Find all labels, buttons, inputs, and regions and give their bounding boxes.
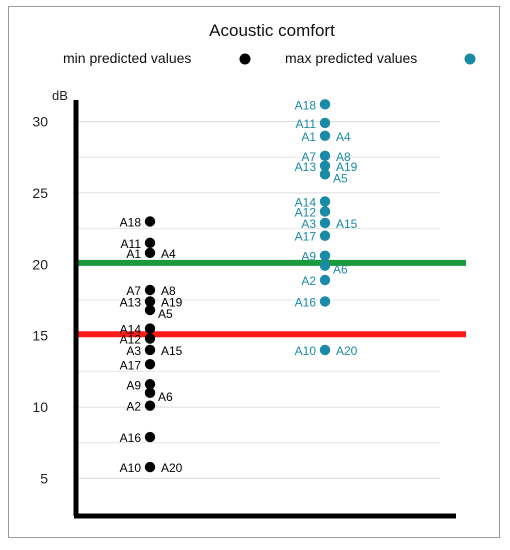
point-label: A17 xyxy=(295,230,317,244)
data-point xyxy=(144,387,156,399)
point-label: A2 xyxy=(126,400,141,414)
point-label: A20 xyxy=(336,344,358,358)
data-point xyxy=(319,230,331,241)
point-label: A4 xyxy=(336,130,351,144)
point-label: A6 xyxy=(158,390,173,404)
point-label: A6 xyxy=(333,263,348,277)
point-label: A9 xyxy=(301,250,316,264)
legend-marker-min xyxy=(239,53,251,65)
point-label: A18 xyxy=(120,215,142,229)
point-label: A7 xyxy=(301,150,316,164)
data-point xyxy=(144,237,156,249)
legend-label-max: max predicted values xyxy=(285,50,417,66)
y-tick-label: 10 xyxy=(32,399,48,415)
point-label: A8 xyxy=(161,284,176,298)
y-tick-label: 25 xyxy=(32,185,48,201)
point-label: A5 xyxy=(333,171,348,185)
point-label: A16 xyxy=(295,295,317,309)
chart-title: Acoustic comfort xyxy=(209,21,335,40)
point-label: A11 xyxy=(121,237,142,251)
point-label: A3 xyxy=(126,344,141,358)
point-label: A20 xyxy=(161,461,183,475)
point-label: A4 xyxy=(161,247,176,261)
point-label: A3 xyxy=(301,217,316,231)
point-label: A10 xyxy=(120,461,142,475)
point-label: A5 xyxy=(158,307,173,321)
point-label: A1 xyxy=(301,130,316,144)
y-tick-label: 30 xyxy=(32,114,48,130)
point-label: A19 xyxy=(161,295,183,309)
point-label: A7 xyxy=(126,284,141,298)
data-point xyxy=(144,359,156,370)
data-point xyxy=(144,461,156,473)
data-point xyxy=(319,260,331,271)
legend-marker-max xyxy=(464,53,476,65)
point-label: A18 xyxy=(295,98,317,112)
point-label: A1 xyxy=(126,247,141,261)
data-point xyxy=(319,99,331,110)
data-point xyxy=(319,130,331,141)
y-axis-unit-label: dB xyxy=(52,88,68,103)
point-label: A17 xyxy=(120,358,142,372)
data-point xyxy=(144,344,156,356)
data-point xyxy=(144,284,156,296)
point-label: A9 xyxy=(126,378,141,392)
point-label: A11 xyxy=(296,117,317,131)
data-point xyxy=(144,400,156,411)
point-label: A10 xyxy=(295,344,317,358)
point-label: A19 xyxy=(336,160,358,174)
point-label: A12 xyxy=(295,205,317,219)
reference-lines xyxy=(78,259,466,338)
point-label: A8 xyxy=(336,150,351,164)
data-point xyxy=(319,250,331,261)
data-point xyxy=(319,296,331,307)
point-label: A14 xyxy=(120,323,142,337)
data-point xyxy=(319,217,331,229)
data-point xyxy=(144,247,156,259)
y-tick-labels: 5 10 15 20 25 30 xyxy=(32,114,48,487)
data-point xyxy=(319,196,331,207)
data-point xyxy=(319,274,331,286)
data-point xyxy=(144,431,156,443)
data-point xyxy=(319,206,331,217)
y-tick-label: 5 xyxy=(40,471,48,487)
point-label: A15 xyxy=(161,344,183,358)
figure-frame xyxy=(8,6,500,538)
data-point xyxy=(319,169,331,180)
point-label: A16 xyxy=(120,431,142,445)
data-point xyxy=(144,323,156,334)
data-point xyxy=(319,344,331,356)
point-label: A15 xyxy=(336,217,358,231)
y-tick-label: 15 xyxy=(32,328,48,344)
point-label: A14 xyxy=(295,195,317,209)
data-point xyxy=(144,304,156,316)
point-label: A13 xyxy=(295,160,317,174)
legend-label-min: min predicted values xyxy=(63,50,191,66)
point-label: A12 xyxy=(120,333,142,347)
data-point xyxy=(144,296,156,307)
data-point xyxy=(319,160,331,171)
y-tick-label: 20 xyxy=(32,256,48,272)
data-point xyxy=(319,117,331,129)
data-point xyxy=(144,379,156,390)
data-point xyxy=(144,216,156,227)
data-point xyxy=(319,150,331,161)
point-label: A13 xyxy=(120,295,142,309)
data-point xyxy=(144,333,156,344)
legend: min predicted values max predicted value… xyxy=(63,50,476,66)
point-label: A2 xyxy=(301,274,316,288)
